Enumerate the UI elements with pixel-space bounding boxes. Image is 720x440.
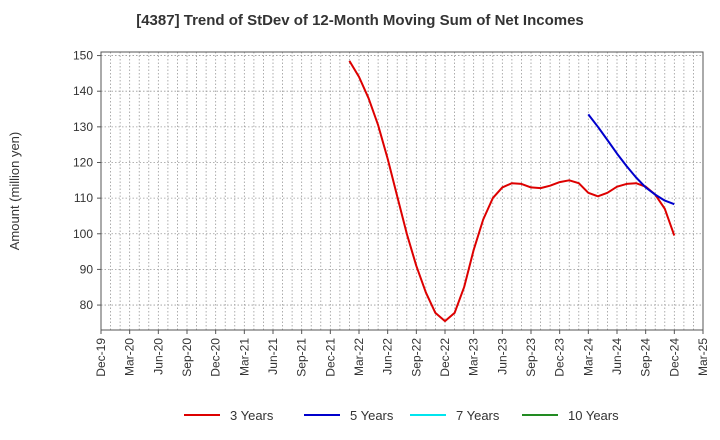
y-tick-label: 100	[73, 227, 93, 241]
y-axis-ticks: 80 90 100 110 120 130 140 150	[73, 49, 101, 312]
x-tick-label: Mar-23	[467, 338, 481, 376]
x-tick-label: Mar-20	[123, 338, 137, 376]
y-tick-label: 80	[80, 298, 94, 312]
legend-item: 5 Years	[304, 404, 393, 426]
x-tick-label: Sep-23	[524, 338, 538, 377]
legend-swatch	[522, 414, 558, 416]
legend-label: 7 Years	[456, 407, 500, 423]
x-tick-label: Dec-23	[553, 338, 567, 377]
x-axis-ticks: Dec-19 Mar-20 Jun-20 Sep-20 Dec-20 Mar-21 Jun-…	[94, 330, 710, 377]
x-tick-label: Mar-22	[352, 338, 366, 376]
legend-label: 5 Years	[350, 407, 394, 423]
x-tick-label: Sep-22	[409, 338, 423, 377]
legend: 3 Years 5 Years 7 Years 10 Years	[0, 404, 720, 426]
x-tick-label: Jun-20	[151, 338, 165, 375]
legend-swatch	[304, 414, 340, 416]
legend-item: 3 Years	[184, 404, 273, 426]
grid-lines	[101, 52, 703, 330]
series-line-3-years	[348, 60, 676, 323]
x-tick-label: Mar-21	[237, 338, 251, 376]
x-tick-label: Jun-23	[495, 338, 509, 375]
series-lines	[348, 60, 676, 323]
y-tick-label: 110	[74, 191, 93, 205]
legend-item: 10 Years	[522, 404, 619, 426]
x-tick-label: Jun-21	[266, 338, 280, 375]
x-tick-label: Dec-22	[438, 338, 452, 377]
legend-swatch	[184, 414, 220, 416]
series-line-5-years	[587, 113, 675, 206]
legend-item: 7 Years	[410, 404, 499, 426]
line-chart: 80 90 100 110 120 130 140 150 Dec-19 Mar-20 Jun-2…	[7, 49, 710, 377]
legend-swatch	[410, 414, 446, 416]
chart-title: [4387] Trend of StDev of 12-Month Moving…	[136, 12, 584, 29]
plot-frame	[100, 51, 704, 331]
y-tick-label: 150	[73, 49, 93, 63]
x-tick-label: Dec-20	[209, 338, 223, 377]
y-tick-label: 120	[73, 155, 93, 169]
x-tick-label: Jun-24	[610, 338, 624, 375]
x-tick-label: Dec-19	[94, 338, 108, 377]
x-tick-label: Sep-20	[180, 338, 194, 377]
legend-label: 3 Years	[230, 407, 274, 423]
x-tick-label: Mar-24	[581, 338, 595, 376]
x-tick-label: Sep-24	[639, 338, 653, 377]
y-tick-label: 90	[80, 262, 94, 276]
x-tick-label: Jun-22	[381, 338, 395, 375]
legend-label: 10 Years	[568, 407, 619, 423]
x-tick-label: Dec-24	[667, 338, 681, 377]
y-axis-label: Amount (million yen)	[7, 132, 22, 251]
y-tick-label: 130	[73, 120, 93, 134]
x-tick-label: Sep-21	[295, 338, 309, 377]
x-tick-label: Mar-25	[696, 338, 710, 376]
x-tick-label: Dec-21	[323, 338, 337, 377]
y-tick-label: 140	[73, 84, 93, 98]
